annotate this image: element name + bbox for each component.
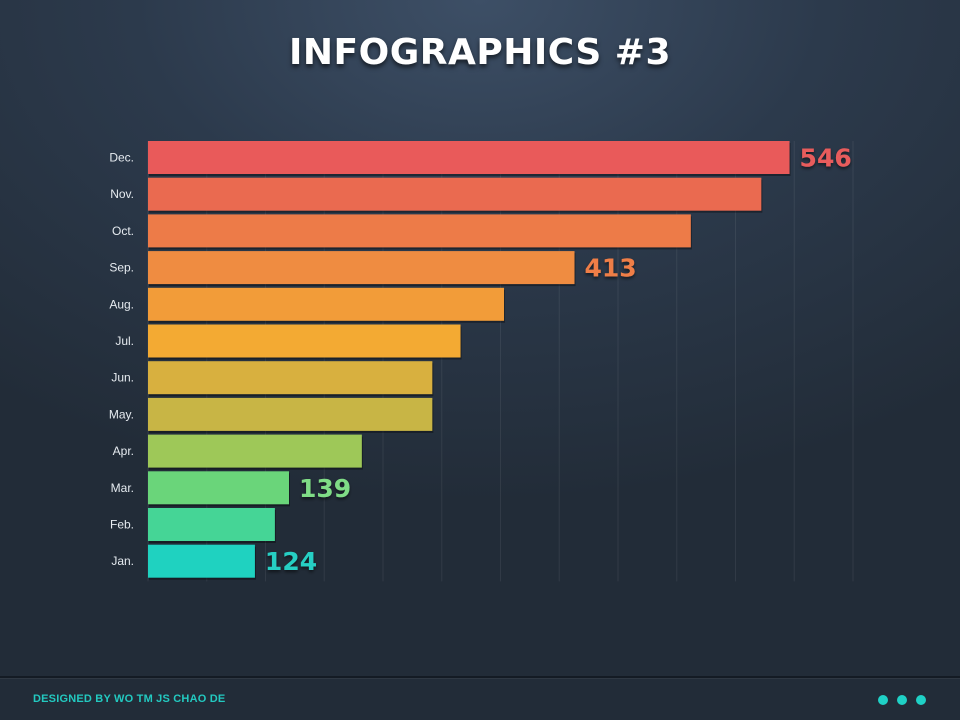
bar-feb: [148, 508, 275, 541]
data-label: 546: [800, 144, 852, 173]
footer-divider: [0, 676, 960, 678]
tick-label: Jan.: [111, 554, 134, 568]
data-label: 413: [585, 254, 637, 283]
tick-label: Mar.: [111, 481, 134, 495]
bar-apr: [148, 434, 362, 468]
pagination-dots: [878, 695, 926, 705]
footer-credit: DESIGNED BY WO TM JS CHAO DE: [33, 693, 226, 705]
tick-label: Feb.: [110, 518, 134, 532]
tick-label: May.: [109, 407, 134, 421]
bar-dec: [148, 141, 790, 174]
bar-may: [148, 397, 433, 431]
bar-oct: [148, 214, 691, 248]
bar-sep: [148, 251, 575, 285]
tick-label: Oct.: [112, 224, 134, 238]
tick-label: Jul.: [115, 334, 134, 348]
data-label: 124: [265, 547, 317, 576]
tick-label: Apr.: [113, 444, 134, 458]
tick-label: Jun.: [111, 371, 134, 385]
dot-icon: [916, 695, 926, 705]
bar-jun: [148, 361, 433, 395]
tick-label: Aug.: [109, 297, 134, 311]
tick-label: Nov.: [110, 187, 134, 201]
bar-jul: [148, 324, 461, 358]
bar-aug: [148, 287, 505, 321]
tick-label: Sep.: [109, 261, 134, 275]
bar-jan: [148, 544, 255, 578]
tick-label: Dec.: [109, 151, 134, 165]
data-label: 139: [299, 474, 351, 503]
dot-icon: [878, 695, 888, 705]
bar-nov: [148, 177, 762, 211]
page-title: INFOGRAPHICS #3: [288, 32, 672, 73]
bar-mar: [148, 471, 289, 505]
dot-icon: [897, 695, 907, 705]
